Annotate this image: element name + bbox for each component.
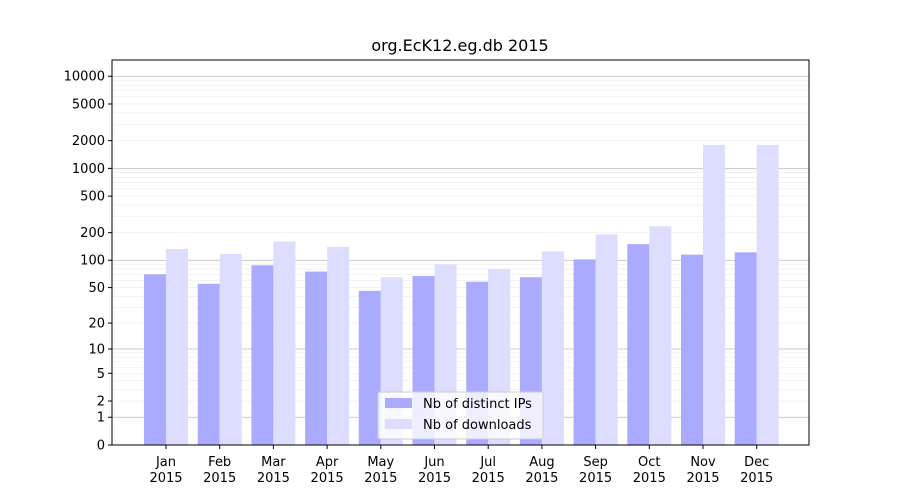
legend-box — [377, 391, 544, 440]
x-tick-label-month: Aug — [529, 455, 554, 470]
y-tick-label: 10 — [88, 342, 105, 357]
bar-downloads — [595, 234, 618, 445]
legend-swatch-distinct-ips — [385, 398, 412, 408]
y-tick-label: 2000 — [72, 134, 105, 149]
x-tick-label-month: Dec — [744, 455, 769, 470]
plot-frame — [111, 59, 810, 446]
bar-downloads — [327, 246, 350, 445]
bar-distinct-ips — [358, 290, 381, 445]
x-tick-label-year: 2015 — [364, 471, 397, 486]
x-axis: Jan2015Feb2015Mar2015Apr2015May2015Jun20… — [149, 445, 773, 486]
legend-swatch-downloads — [385, 419, 412, 429]
x-tick-label-month: Sep — [583, 455, 608, 470]
x-tick-label-month: Apr — [316, 455, 339, 470]
x-tick-label-month: May — [367, 455, 394, 470]
x-tick-label-month: Jul — [479, 455, 496, 470]
x-tick-label-month: Jan — [155, 455, 176, 470]
bar-distinct-ips — [734, 252, 757, 445]
x-tick-label-month: Oct — [638, 455, 660, 470]
bar-distinct-ips — [627, 244, 650, 445]
y-tick-label: 50 — [88, 281, 105, 296]
x-tick-label-year: 2015 — [525, 471, 558, 486]
y-tick-label: 10000 — [64, 70, 105, 85]
bar-downloads — [649, 226, 672, 445]
x-tick-label-year: 2015 — [579, 471, 612, 486]
x-tick-label-year: 2015 — [149, 471, 182, 486]
bar-distinct-ips — [197, 283, 220, 445]
chart-title: org.EcK12.eg.db 2015 — [371, 36, 548, 55]
bar-downloads — [541, 251, 564, 445]
y-tick-label: 200 — [80, 226, 105, 241]
bar-distinct-ips — [144, 274, 166, 445]
y-tick-label: 20 — [88, 317, 105, 332]
x-tick-label-year: 2015 — [472, 471, 505, 486]
y-tick-label: 1 — [97, 411, 105, 426]
y-tick-label: 5 — [97, 367, 105, 382]
x-tick-label-month: Nov — [690, 455, 716, 470]
y-axis: 0 12 5 10 20 50 100 200 500 1000 2000 5000 10000 — [64, 70, 112, 454]
x-tick-label-year: 2015 — [257, 471, 290, 486]
legend: Nb of distinct IPs Nb of downloads — [377, 391, 544, 440]
bar-downloads — [273, 241, 296, 445]
x-tick-label-month: Mar — [261, 455, 286, 470]
bar-downloads — [219, 253, 242, 445]
bar-distinct-ips — [681, 254, 703, 445]
y-tick-label: 100 — [80, 254, 105, 269]
x-tick-label-month: Jun — [423, 455, 444, 470]
x-tick-label-month: Feb — [208, 455, 231, 470]
x-tick-label-year: 2015 — [203, 471, 236, 486]
x-tick-label-year: 2015 — [740, 471, 773, 486]
bar-distinct-ips — [573, 259, 596, 445]
legend-label-downloads: Nb of downloads — [423, 418, 532, 433]
x-tick-label-year: 2015 — [418, 471, 451, 486]
y-tick-label: 2 — [97, 395, 105, 410]
bar-downloads — [166, 248, 188, 445]
x-tick-label-year: 2015 — [686, 471, 719, 486]
bar-downloads — [756, 144, 779, 446]
x-tick-label-year: 2015 — [311, 471, 344, 486]
bar-distinct-ips — [305, 271, 328, 445]
x-tick-label-year: 2015 — [633, 471, 666, 486]
y-tick-label: 0 — [97, 439, 105, 454]
legend-label-distinct-ips: Nb of distinct IPs — [423, 397, 532, 412]
y-tick-label: 5000 — [72, 97, 105, 112]
y-tick-label: 500 — [80, 190, 105, 205]
bar-downloads — [703, 144, 725, 446]
y-tick-label: 1000 — [72, 162, 105, 177]
bar-distinct-ips — [251, 265, 274, 445]
